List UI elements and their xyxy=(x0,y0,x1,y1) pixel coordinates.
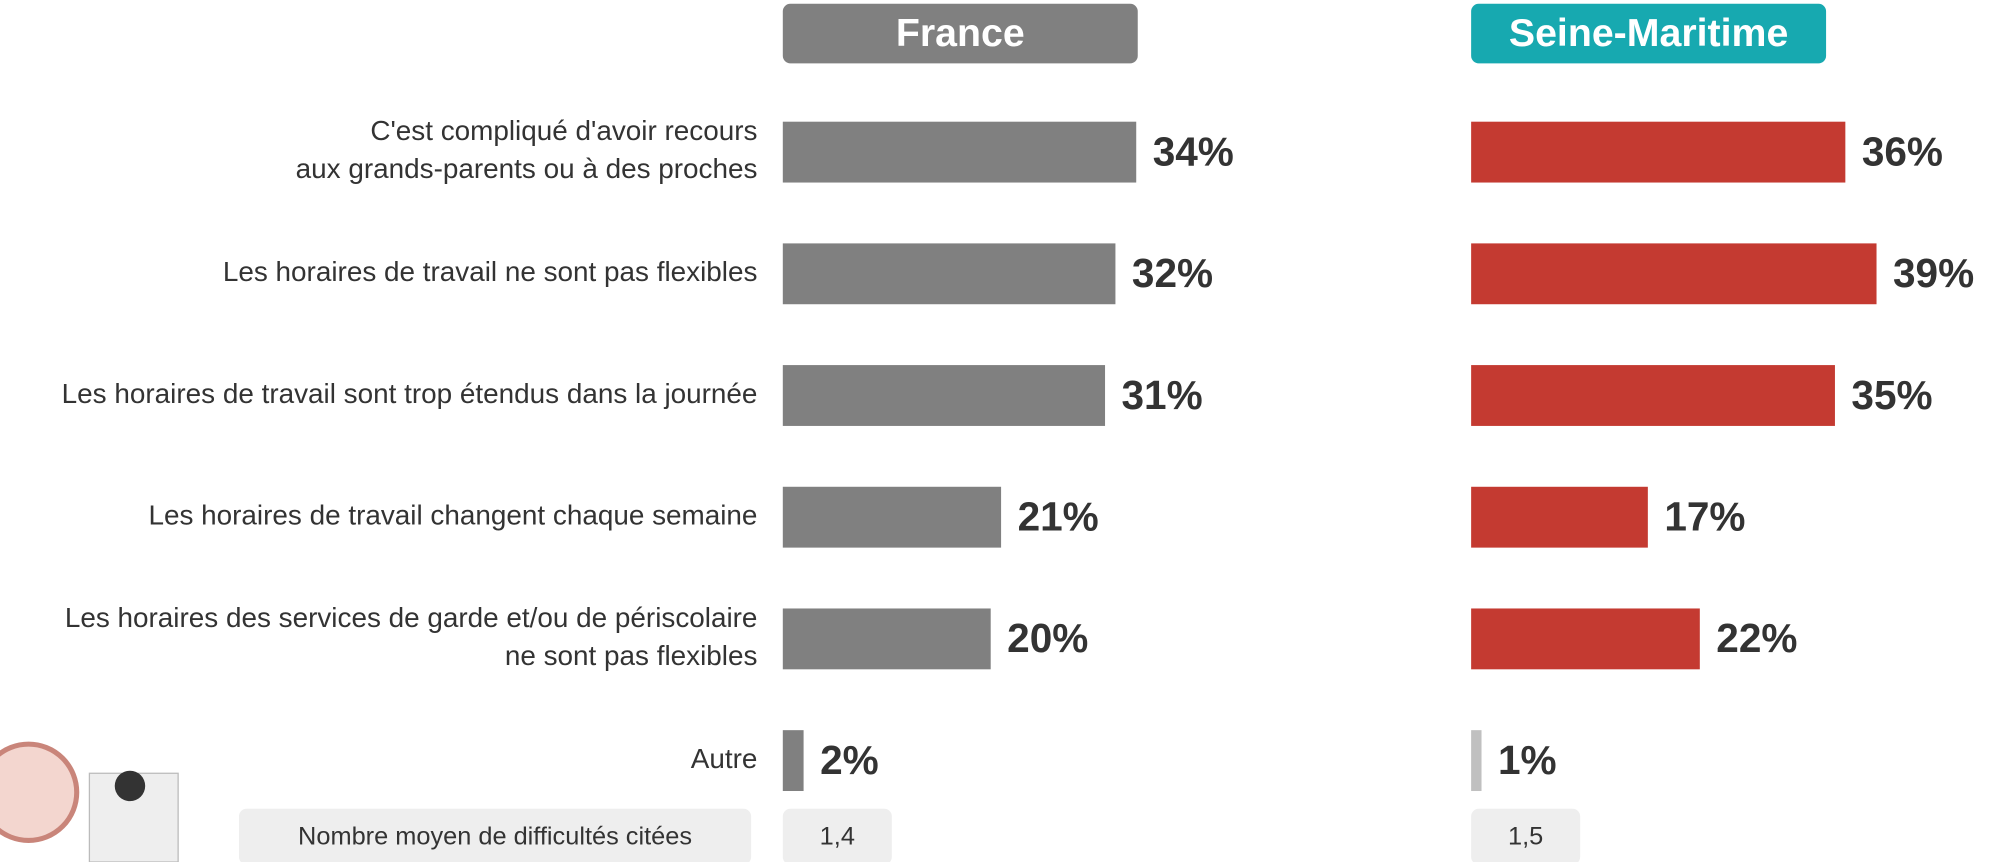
bar xyxy=(1471,608,1700,670)
summary-value-box xyxy=(1471,808,1581,862)
value-label: 36% xyxy=(1862,128,1943,174)
bar xyxy=(782,486,1002,548)
summary-value: 1,4 xyxy=(820,823,855,851)
value-label: 21% xyxy=(1018,493,1099,539)
value-label: 34% xyxy=(1153,128,1234,174)
panel-header xyxy=(782,3,1138,64)
value-label: 22% xyxy=(1716,615,1797,661)
bar xyxy=(782,243,1116,305)
bar xyxy=(1471,365,1835,426)
panel-title: Seine-Maritime xyxy=(1509,11,1788,55)
category-label: Autre xyxy=(691,743,758,774)
bar xyxy=(1471,243,1877,305)
bar xyxy=(782,730,804,792)
panel-title: France xyxy=(896,11,1025,55)
value-label: 39% xyxy=(1893,250,1974,296)
category-label: Les horaires de travail changent chaque … xyxy=(148,500,757,531)
illustration-person xyxy=(114,770,146,802)
value-label: 35% xyxy=(1851,372,1932,418)
summary-label-box xyxy=(238,808,752,862)
panel-header xyxy=(1471,3,1827,64)
illustration-clock xyxy=(0,741,80,843)
bar xyxy=(1471,486,1648,548)
value-label: 2% xyxy=(820,737,879,783)
value-label: 17% xyxy=(1664,493,1745,539)
bar xyxy=(782,365,1106,426)
summary-label: Nombre moyen de difficultés citées xyxy=(298,823,692,851)
value-label: 32% xyxy=(1132,250,1213,296)
bar xyxy=(1471,121,1846,183)
bar xyxy=(782,121,1137,183)
value-label: 31% xyxy=(1122,372,1203,418)
category-label: Les horaires des services de garde et/ou… xyxy=(65,602,758,671)
value-label: 20% xyxy=(1007,615,1088,661)
bar xyxy=(782,608,991,670)
summary-value-box xyxy=(782,808,892,862)
value-label: 1% xyxy=(1498,737,1557,783)
category-label: Les horaires de travail sont trop étendu… xyxy=(62,378,758,409)
bar xyxy=(1471,730,1482,792)
category-label: Les horaires de travail ne sont pas flex… xyxy=(223,256,758,287)
category-label: C'est compliqué d'avoir recours aux grand… xyxy=(296,115,758,184)
summary-value: 1,5 xyxy=(1508,823,1543,851)
